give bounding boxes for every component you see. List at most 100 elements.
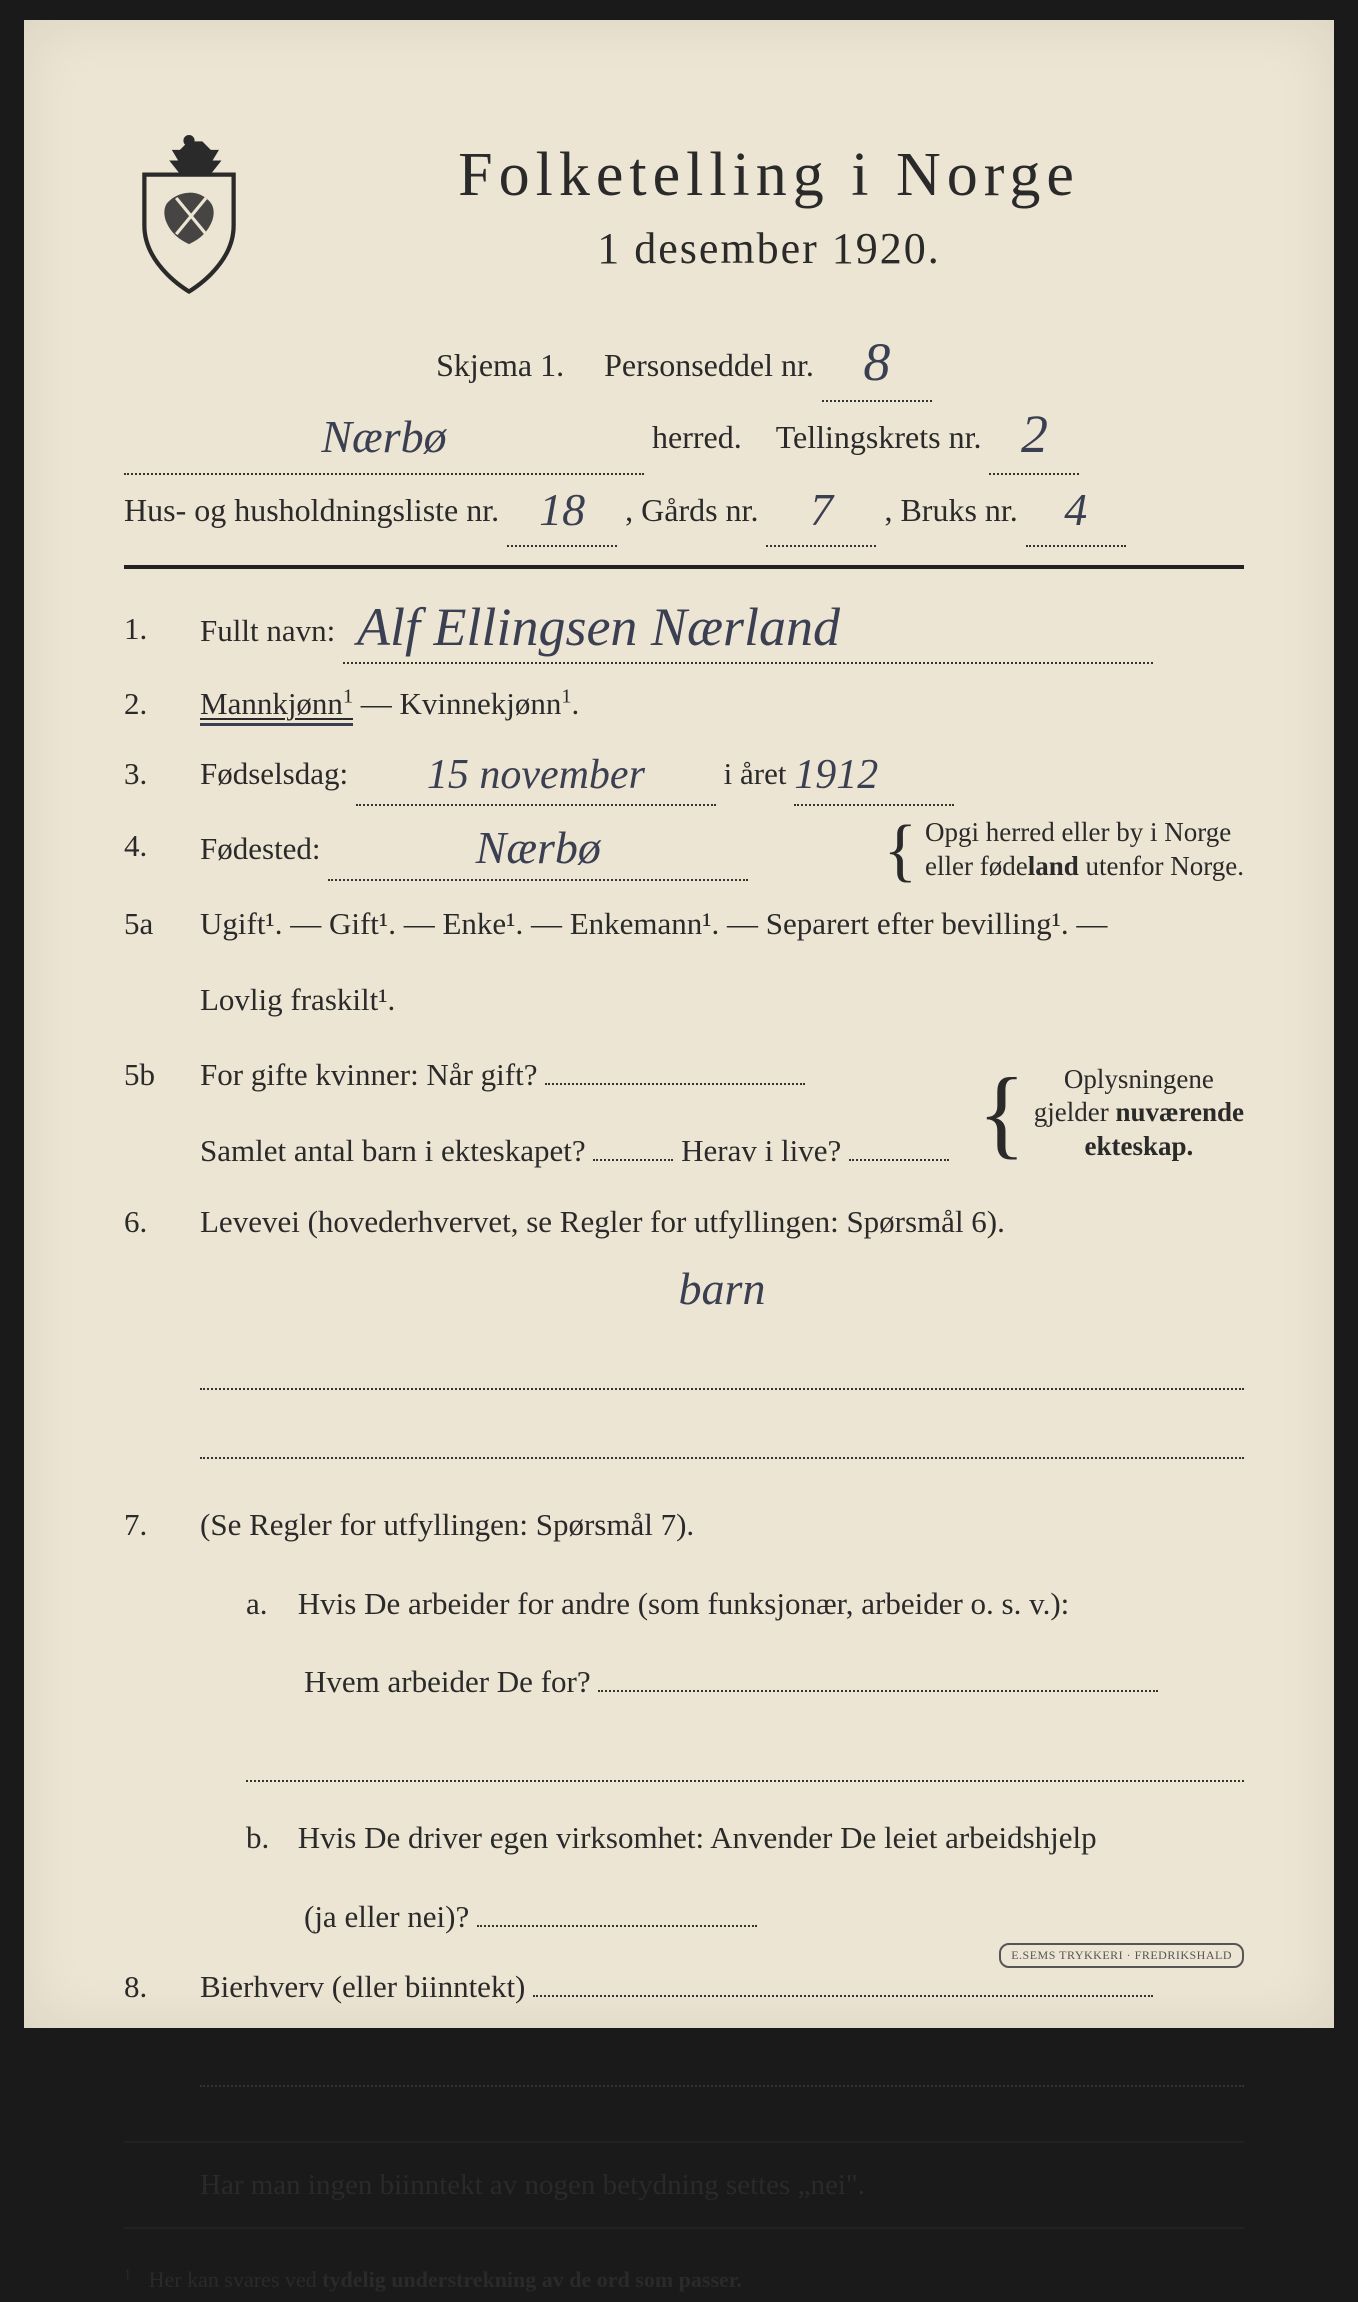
- q2-kvinne: Kvinnekjønn1.: [400, 686, 580, 721]
- q5b-note: { Oplysningene gjelder nuværende ekteska…: [978, 1063, 1244, 1164]
- title-block: Folketelling i Norge 1 desember 1920.: [294, 130, 1244, 274]
- q4-num: 4.: [124, 816, 182, 884]
- q5b-num: 5b: [124, 1045, 182, 1182]
- q5b-gift-field: [545, 1083, 805, 1085]
- personseddel-label: Personseddel nr.: [604, 330, 814, 400]
- q3-label: Fødselsdag:: [200, 756, 348, 791]
- gards-value: 7: [810, 489, 833, 530]
- q4-note: { Opgi herred eller by i Norge eller fød…: [883, 816, 1244, 884]
- tellingskrets-field: 2: [989, 402, 1079, 474]
- meta-row-herred: Nærbø herred. Tellingskrets nr. 2: [124, 402, 1244, 474]
- q5b-live-field: [849, 1159, 949, 1161]
- q6-value: barn: [679, 1268, 766, 1309]
- q6-line2: [200, 1416, 1244, 1459]
- q8-line: [200, 2043, 1244, 2086]
- q5b-line2a: Samlet antal barn i ekteskapet?: [200, 1133, 586, 1168]
- footer-hint: Har man ingen biinntekt av nogen betydni…: [124, 2157, 1244, 2214]
- q1-label: Fullt navn:: [200, 613, 335, 648]
- q7b-text2: (ja eller nei)?: [304, 1899, 469, 1934]
- q5b-line1a: For gifte kvinner: Når gift?: [200, 1057, 537, 1092]
- bruks-field: 4: [1026, 475, 1126, 547]
- q4-note-line1: Opgi herred eller by i Norge: [925, 816, 1244, 850]
- q8-field: [533, 1995, 1153, 1997]
- herred-suffix: herred.: [652, 402, 742, 472]
- meta-row-skjema: Skjema 1. Personseddel nr. 8: [124, 330, 1244, 402]
- brace-icon: {: [883, 833, 917, 868]
- q6-line1: [200, 1347, 1244, 1390]
- tellingskrets-label: Tellingskrets nr.: [776, 402, 982, 472]
- q7b-text1: Hvis De driver egen virksomhet: Anvender…: [298, 1820, 1097, 1855]
- q6: 6. Levevei (hovederhvervet, se Regler fo…: [124, 1192, 1244, 1486]
- brace-icon: {: [978, 1088, 1026, 1138]
- gards-field: 7: [766, 475, 876, 547]
- q5b: 5b For gifte kvinner: Når gift? Samlet a…: [124, 1045, 1244, 1182]
- q7b: b. Hvis De driver egen virksomhet: Anven…: [200, 1808, 1244, 1947]
- q4-label: Fødested:: [200, 831, 321, 866]
- herred-value: Nærbø: [321, 416, 446, 457]
- q7a-field: [598, 1690, 1158, 1692]
- q4-field: Nærbø: [328, 819, 748, 881]
- q5a-text: Ugift¹. — Gift¹. — Enke¹. — Enkemann¹. —…: [200, 894, 1244, 954]
- q7a: a. Hvis De arbeider for andre (som funks…: [200, 1574, 1244, 1782]
- q2-num: 2.: [124, 674, 182, 734]
- q7-num: 7.: [124, 1495, 182, 1947]
- q7a-label: a.: [246, 1574, 290, 1634]
- q3-day-value: 15 november: [427, 757, 645, 795]
- q7a-text1: Hvis De arbeider for andre (som funksjon…: [298, 1586, 1070, 1621]
- husliste-field: 18: [507, 475, 617, 547]
- q3-num: 3.: [124, 744, 182, 806]
- q1-value: Alf Ellingsen Nærland: [357, 603, 840, 652]
- q3-day-field: 15 november: [356, 744, 716, 806]
- q3-year-field: 1912: [794, 744, 954, 806]
- q1-num: 1.: [124, 599, 182, 663]
- q7b-field: [477, 1925, 757, 1927]
- q4-value: Nærbø: [476, 827, 601, 868]
- bruks-label: , Bruks nr.: [884, 475, 1017, 545]
- q7: 7. (Se Regler for utfyllingen: Spørsmål …: [124, 1495, 1244, 1947]
- personseddel-nr-value: 8: [863, 338, 890, 387]
- q2-sep: —: [361, 686, 400, 721]
- divider-footer-1: [124, 2141, 1244, 2143]
- q7b-label: b.: [246, 1808, 290, 1868]
- q5a-num: 5a: [124, 894, 182, 1031]
- q5b-note2: gjelder nuværende: [1034, 1096, 1244, 1130]
- husliste-label: Hus- og husholdningsliste nr.: [124, 475, 499, 545]
- q7-intro: (Se Regler for utfyllingen: Spørsmål 7).: [200, 1495, 1244, 1555]
- bruks-value: 4: [1064, 489, 1087, 530]
- skjema-label: Skjema 1.: [436, 330, 564, 400]
- q2: 2. Mannkjønn1 — Kvinnekjønn1.: [124, 674, 1244, 734]
- q3: 3. Fødselsdag: 15 november i året 1912: [124, 744, 1244, 806]
- questions: 1. Fullt navn: Alf Ellingsen Nærland 2. …: [124, 599, 1244, 2302]
- husliste-value: 18: [539, 489, 585, 530]
- q1-field: Alf Ellingsen Nærland: [343, 599, 1153, 663]
- q8: 8. Bierhverv (eller biinntekt): [124, 1957, 1244, 2113]
- q5a: 5a Ugift¹. — Gift¹. — Enke¹. — Enkemann¹…: [124, 894, 1244, 1031]
- q5b-note3: ekteskap.: [1034, 1130, 1244, 1164]
- footnote: 1 Her kan svares ved tydelig understrekn…: [124, 2259, 1244, 2302]
- q5b-note1: Oplysningene: [1034, 1063, 1244, 1097]
- q4-note-line2: eller fødeland utenfor Norge.: [925, 850, 1244, 884]
- q7a-line: [246, 1739, 1244, 1782]
- q5b-line2b: Herav i live?: [681, 1133, 841, 1168]
- q5a-text2: Lovlig fraskilt¹.: [200, 970, 1244, 1030]
- divider-footer-2: [124, 2227, 1244, 2229]
- page-subtitle: 1 desember 1920.: [294, 223, 1244, 274]
- q2-mann: Mannkjønn1: [200, 686, 353, 726]
- coat-of-arms-icon: [124, 130, 254, 300]
- tellingskrets-value: 2: [1021, 410, 1048, 459]
- personseddel-nr-field: 8: [822, 330, 932, 402]
- census-form-page: Folketelling i Norge 1 desember 1920. Sk…: [24, 20, 1334, 2028]
- q1: 1. Fullt navn: Alf Ellingsen Nærland: [124, 599, 1244, 663]
- divider-top: [124, 565, 1244, 569]
- herred-field: Nærbø: [124, 402, 644, 474]
- meta-block: Skjema 1. Personseddel nr. 8 Nærbø herre…: [124, 330, 1244, 547]
- q6-field: barn: [200, 1260, 1244, 1320]
- header: Folketelling i Norge 1 desember 1920.: [124, 130, 1244, 300]
- q4: 4. Fødested: Nærbø { Opgi herred eller b…: [124, 816, 1244, 884]
- q6-num: 6.: [124, 1192, 182, 1486]
- printer-stamp: E.SEMS TRYKKERI · FREDRIKSHALD: [999, 1943, 1244, 1968]
- q8-num: 8.: [124, 1957, 182, 2113]
- q8-label: Bierhverv (eller biinntekt): [200, 1969, 525, 2004]
- q5b-barn-field: [593, 1159, 673, 1161]
- q6-label: Levevei (hovederhvervet, se Regler for u…: [200, 1192, 1244, 1252]
